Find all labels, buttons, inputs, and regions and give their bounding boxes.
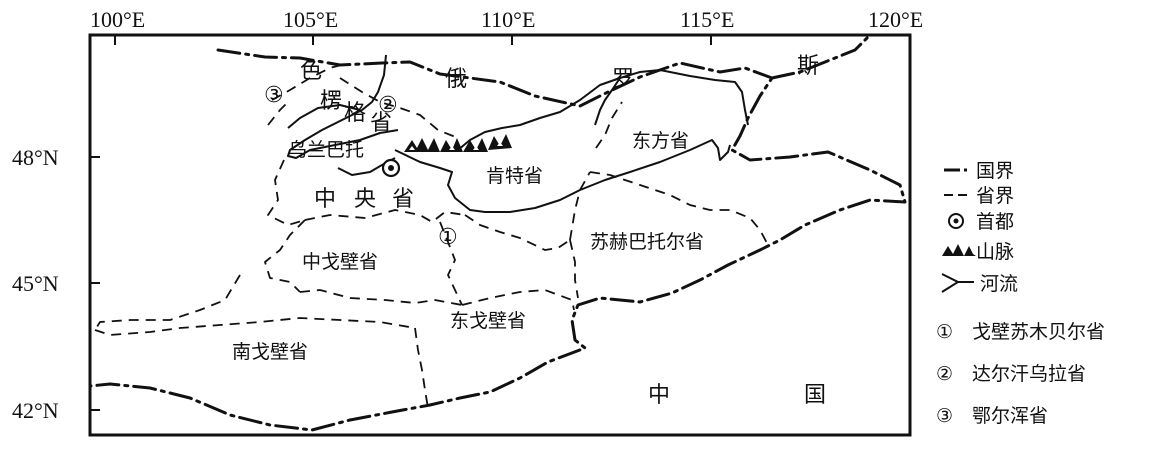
label-dornod: 东方省 bbox=[632, 130, 689, 152]
label-tov-3: 省 bbox=[392, 187, 414, 212]
latitude-axis: 48°N 45°N 42°N bbox=[12, 145, 100, 423]
map-frame bbox=[88, 33, 912, 437]
label-china-2: 国 bbox=[804, 383, 826, 408]
legend-label-capital: 首都 bbox=[976, 211, 1014, 233]
national-border-ne bbox=[770, 33, 872, 80]
note-mark-2: ② bbox=[936, 363, 953, 385]
province-notes: ① 戈壁苏木贝尔省 ② 达尔汗乌拉省 ③ 鄂尔浑省 bbox=[936, 321, 1105, 427]
lon-label-120: 120°E bbox=[868, 7, 923, 32]
place-labels: 色 楞 格 省 俄 罗 斯 ③ ② 乌兰巴托 中 央 省 肯特省 东方省 ① 苏… bbox=[232, 54, 826, 408]
label-marker-1: ① bbox=[438, 225, 458, 250]
lon-label-100: 100°E bbox=[90, 7, 145, 32]
provincial-borders bbox=[94, 63, 769, 409]
label-tov-2: 央 bbox=[354, 187, 376, 212]
note-text-3: 鄂尔浑省 bbox=[972, 405, 1048, 427]
lat-label-45: 45°N bbox=[12, 271, 59, 296]
lat-label-42: 42°N bbox=[12, 398, 59, 423]
label-marker-3: ③ bbox=[264, 83, 284, 108]
label-dornogovi: 东戈壁省 bbox=[450, 310, 526, 332]
label-russia-3: 斯 bbox=[797, 54, 819, 79]
legend-label-provincial-border: 省界 bbox=[976, 185, 1014, 207]
legend-label-river: 河流 bbox=[980, 273, 1018, 295]
label-selenge-3: 格 bbox=[344, 101, 366, 126]
legend-label-mountain: 山脉 bbox=[976, 241, 1014, 263]
lon-label-115: 115°E bbox=[680, 7, 734, 32]
label-khentii: 肯特省 bbox=[486, 165, 543, 187]
label-ulaanbaatar: 乌兰巴托 bbox=[288, 139, 364, 161]
label-selenge-1: 色 bbox=[300, 59, 322, 84]
capital-ulaanbaatar-symbol bbox=[381, 158, 401, 178]
label-russia-1: 俄 bbox=[445, 67, 467, 92]
note-text-1: 戈壁苏木贝尔省 bbox=[972, 321, 1105, 343]
label-tov-1: 中 bbox=[314, 187, 336, 212]
legend-mountain: 山脉 bbox=[942, 241, 1014, 263]
rivers bbox=[287, 54, 749, 213]
longitude-axis: 100°E 105°E 110°E 115°E 120°E bbox=[90, 7, 923, 45]
mountain-range bbox=[404, 134, 512, 152]
lon-label-110: 110°E bbox=[481, 7, 535, 32]
legend-national-border: 国界 bbox=[944, 160, 1014, 182]
national-border bbox=[88, 48, 907, 432]
legend-label-national-border: 国界 bbox=[976, 160, 1014, 182]
note-text-2: 达尔汗乌拉省 bbox=[972, 363, 1086, 385]
label-omnogovi: 南戈壁省 bbox=[232, 341, 308, 363]
label-sukhbaatar: 苏赫巴托尔省 bbox=[590, 231, 704, 253]
label-marker-2: ② bbox=[378, 93, 398, 118]
legend-capital: 首都 bbox=[948, 211, 1014, 233]
note-mark-1: ① bbox=[936, 321, 953, 343]
lat-label-48: 48°N bbox=[12, 145, 59, 170]
label-selenge-2: 楞 bbox=[320, 89, 342, 114]
legend: 国界 省界 首都 山脉 河流 bbox=[941, 160, 1018, 295]
legend-river: 河流 bbox=[941, 273, 1018, 295]
label-dundgovi: 中戈壁省 bbox=[302, 251, 378, 273]
label-selenge-4: 省 bbox=[370, 111, 392, 136]
legend-provincial-border: 省界 bbox=[944, 185, 1014, 207]
note-mark-3: ③ bbox=[936, 405, 953, 427]
label-china-1: 中 bbox=[648, 383, 670, 408]
lon-label-105: 105°E bbox=[283, 7, 338, 32]
label-russia-2: 罗 bbox=[612, 67, 634, 92]
